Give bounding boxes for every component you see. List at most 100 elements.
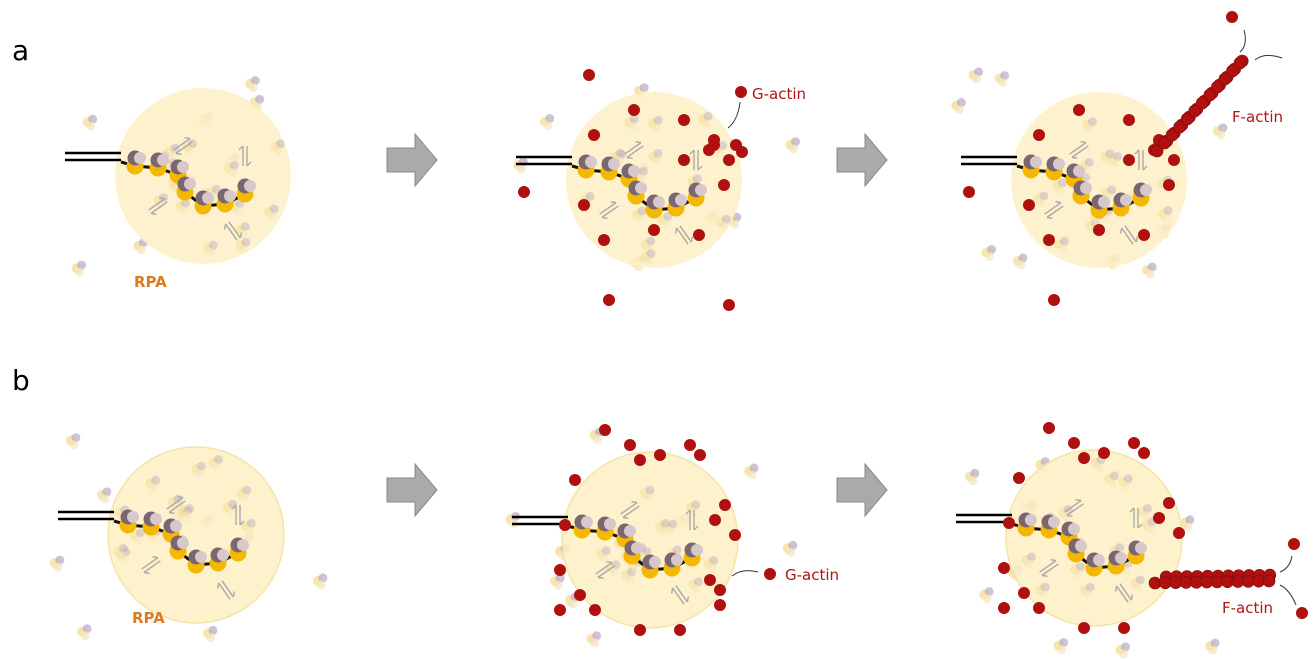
rpa-molecule (1084, 590, 1093, 599)
rpa-molecule (134, 535, 143, 544)
pointer (1255, 55, 1282, 60)
g-actin (1226, 11, 1238, 23)
rpa-molecule (702, 119, 711, 128)
g-actin (654, 449, 666, 461)
g-actin (554, 564, 566, 576)
f-actin-label: F-actin (1232, 108, 1283, 126)
g-actin (714, 584, 726, 596)
g-actin (1153, 512, 1165, 524)
rpa-molecule (692, 584, 701, 593)
g-actin (1168, 154, 1180, 166)
rpa-molecule (267, 212, 276, 221)
rpa-molecule (985, 252, 994, 261)
rpa-molecule (169, 151, 178, 160)
droplet (1006, 450, 1182, 626)
rpa-molecule (748, 471, 757, 480)
rpa-molecule (212, 462, 221, 471)
g-actin (1048, 294, 1060, 306)
rpa-bound (675, 194, 687, 206)
rpa-molecule (179, 206, 188, 215)
g-actin (718, 179, 730, 191)
rpa-molecule (206, 633, 215, 642)
g-actin (1073, 104, 1085, 116)
g-actin (1033, 602, 1045, 614)
rpa-molecule (1057, 645, 1066, 654)
f-actin (1234, 57, 1246, 69)
rpa-molecule (628, 122, 637, 131)
rpa-molecule (593, 434, 602, 443)
rpa-molecule (228, 168, 237, 177)
rpa-bound (244, 180, 256, 192)
pointer (1280, 585, 1296, 605)
g-actin (1068, 437, 1080, 449)
rpa-bound (195, 551, 207, 563)
g-actin (708, 139, 720, 151)
rpa-bound (1120, 194, 1132, 206)
g-actin (714, 599, 726, 611)
rpa-bound (1075, 540, 1087, 552)
rpa-molecule (1134, 583, 1143, 592)
g-actin (723, 154, 735, 166)
rpa-molecule (1074, 569, 1083, 578)
rpa-bound (695, 184, 707, 196)
rpa-molecule (207, 248, 216, 257)
g-actin (729, 529, 741, 541)
rpa-bound (1048, 516, 1060, 528)
g-actin (1163, 179, 1175, 191)
g-actin (1033, 129, 1045, 141)
g-actin (1138, 229, 1150, 241)
g-actin (694, 449, 706, 461)
rpa-bound (237, 539, 249, 551)
rpa-molecule (659, 526, 668, 535)
rpa-molecule (786, 548, 795, 557)
g-actin (678, 154, 690, 166)
figure: a b RPA RPA G-actin G-actin F-actin F-ac… (0, 0, 1314, 659)
g-actin (624, 439, 636, 451)
process-arrow (387, 134, 437, 186)
g-actin (963, 186, 975, 198)
rpa-bound (177, 537, 189, 549)
rpa-molecule (245, 526, 254, 535)
rpa-molecule (1146, 524, 1155, 533)
rpa-molecule (226, 507, 235, 516)
g-actin (634, 624, 646, 636)
g-actin (603, 294, 615, 306)
rpa-molecule (968, 476, 977, 485)
rpa-bound (157, 154, 169, 166)
g-actin (598, 234, 610, 246)
rpa-molecule (1216, 130, 1225, 139)
rpa-molecule (720, 222, 729, 231)
g-actin (518, 186, 530, 198)
rpa-molecule (644, 256, 653, 265)
rpa-bound (635, 182, 647, 194)
rpa-bound (150, 513, 162, 525)
rpa-bound (1073, 165, 1085, 177)
g-actin (704, 574, 716, 586)
g-actin (998, 602, 1010, 614)
g-actin (1043, 234, 1055, 246)
g-actin (1163, 497, 1175, 509)
g-actin (569, 474, 581, 486)
panel-label: a (12, 34, 29, 67)
g-actin (735, 86, 747, 98)
rpa-molecule (517, 164, 526, 173)
rpa-molecule (707, 563, 716, 572)
g-actin (578, 199, 590, 211)
rpa-molecule (1122, 481, 1131, 490)
rpa-bound (127, 511, 139, 523)
rpa-molecule (1056, 185, 1065, 194)
g-actin (599, 424, 611, 436)
g-actin (1138, 447, 1150, 459)
rpa-bound (585, 156, 597, 168)
rpa-bound (653, 196, 665, 208)
rpa-bound (170, 520, 182, 532)
rpa-molecule (249, 83, 258, 92)
rpa-molecule (233, 206, 242, 215)
rpa-molecule (635, 214, 644, 223)
g-actin (730, 139, 742, 151)
rpa-bound (1025, 514, 1037, 526)
g-actin (1043, 422, 1055, 434)
g-actin (1023, 199, 1035, 211)
rpa-molecule (1104, 156, 1113, 165)
rpa-molecule (1146, 270, 1155, 279)
